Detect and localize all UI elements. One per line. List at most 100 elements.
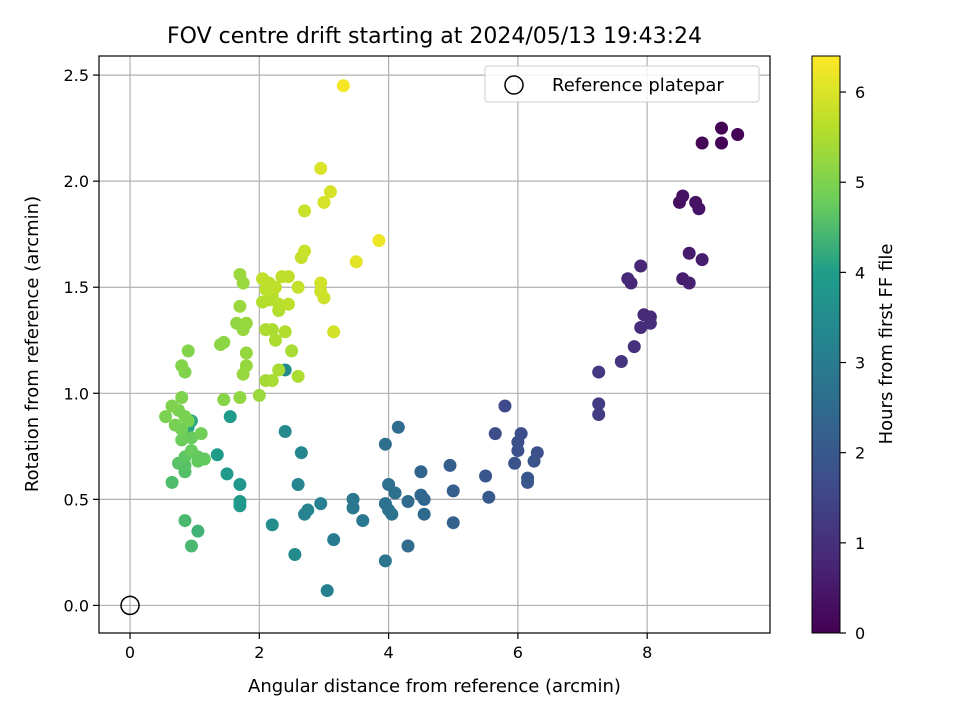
- data-point: [643, 316, 657, 330]
- data-point: [417, 507, 431, 521]
- x-tick-label: 6: [513, 643, 523, 662]
- data-point: [336, 79, 350, 93]
- data-point: [288, 548, 302, 562]
- y-axis: 0.0 0.5 1.0 1.5 2.0 2.5: [64, 66, 99, 615]
- x-tick-label: 0: [125, 643, 135, 662]
- data-point: [298, 204, 312, 218]
- data-point: [175, 391, 189, 405]
- data-point: [634, 321, 648, 335]
- x-tick-label: 8: [642, 643, 652, 662]
- data-point: [521, 475, 535, 489]
- x-tick-label: 4: [384, 643, 394, 662]
- data-point: [715, 121, 729, 135]
- data-point: [217, 335, 231, 349]
- data-point: [298, 244, 312, 258]
- plot-frame: [98, 55, 771, 634]
- data-point: [498, 399, 512, 413]
- data-point: [233, 478, 247, 492]
- data-point: [298, 507, 312, 521]
- data-point: [417, 492, 431, 506]
- data-point: [320, 584, 334, 598]
- data-point: [676, 189, 690, 203]
- data-point: [592, 365, 606, 379]
- data-point: [291, 280, 305, 294]
- data-point: [233, 391, 247, 405]
- colorbar-label: Hours from first FF file: [876, 244, 897, 445]
- data-point: [356, 514, 370, 528]
- data-point: [159, 410, 173, 424]
- data-point: [695, 136, 709, 150]
- data-point: [233, 299, 247, 313]
- data-point: [327, 325, 341, 339]
- data-point: [401, 494, 415, 508]
- data-point: [278, 424, 292, 438]
- data-point: [184, 444, 198, 458]
- colorbar-tick-label: 6: [855, 83, 865, 102]
- data-point: [265, 323, 279, 337]
- data-point: [634, 259, 648, 273]
- colorbar-ticks: 0 1 2 3 4 5 6: [840, 83, 865, 643]
- data-point: [317, 195, 331, 209]
- data-point: [191, 524, 205, 538]
- colorbar-tick-label: 1: [855, 534, 865, 553]
- data-point: [624, 276, 638, 290]
- data-point: [682, 276, 696, 290]
- y-tick-label: 1.0: [64, 384, 89, 403]
- data-point: [372, 234, 386, 248]
- data-point: [220, 467, 234, 481]
- data-point: [401, 539, 415, 553]
- data-point: [346, 501, 360, 515]
- data-point: [272, 363, 286, 377]
- data-point: [184, 539, 198, 553]
- x-axis-label: Angular distance from reference (arcmin): [248, 676, 621, 697]
- colorbar-tick-label: 3: [855, 354, 865, 373]
- data-point: [323, 185, 337, 199]
- data-point: [239, 316, 253, 330]
- data-point: [443, 458, 457, 472]
- data-point: [233, 499, 247, 513]
- chart-title: FOV centre drift starting at 2024/05/13 …: [167, 24, 702, 49]
- data-point: [592, 397, 606, 411]
- y-tick-label: 1.5: [64, 278, 89, 297]
- x-axis: 0 2 4 6 8: [125, 633, 652, 662]
- data-point: [446, 516, 460, 530]
- data-point: [291, 369, 305, 383]
- data-point: [281, 297, 295, 311]
- colorbar-tick-label: 5: [855, 173, 865, 192]
- colorbar-tick-label: 4: [855, 263, 865, 282]
- data-point: [592, 408, 606, 422]
- data-point: [256, 272, 270, 286]
- y-axis-label: Rotation from reference (arcmin): [22, 196, 43, 492]
- data-point: [181, 344, 195, 358]
- data-point: [682, 246, 696, 260]
- data-point: [391, 420, 405, 434]
- data-point: [217, 393, 231, 407]
- data-point: [233, 267, 247, 281]
- data-point: [692, 202, 706, 216]
- data-point: [527, 454, 541, 468]
- data-point: [184, 431, 198, 445]
- data-point: [349, 255, 363, 269]
- data-point: [479, 469, 493, 483]
- grid-lines: [99, 56, 770, 633]
- reference-platepar-marker: [120, 595, 140, 616]
- data-point: [291, 478, 305, 492]
- data-point: [165, 475, 179, 489]
- data-point: [314, 497, 328, 511]
- legend-label-reference-platepar: Reference platepar: [552, 75, 724, 96]
- data-points: [159, 79, 745, 598]
- data-point: [230, 316, 244, 330]
- data-point: [385, 507, 399, 521]
- data-point: [268, 280, 282, 294]
- data-point: [508, 456, 522, 470]
- data-point: [614, 354, 628, 368]
- reference-legend-marker: [504, 75, 524, 95]
- data-point: [414, 465, 428, 479]
- data-point: [511, 444, 525, 458]
- colorbar-gradient: [811, 55, 841, 634]
- legend: Reference platepar: [484, 65, 760, 103]
- data-point: [314, 161, 328, 175]
- data-point: [272, 297, 286, 311]
- y-tick-label: 0.0: [64, 596, 89, 615]
- data-point: [278, 325, 292, 339]
